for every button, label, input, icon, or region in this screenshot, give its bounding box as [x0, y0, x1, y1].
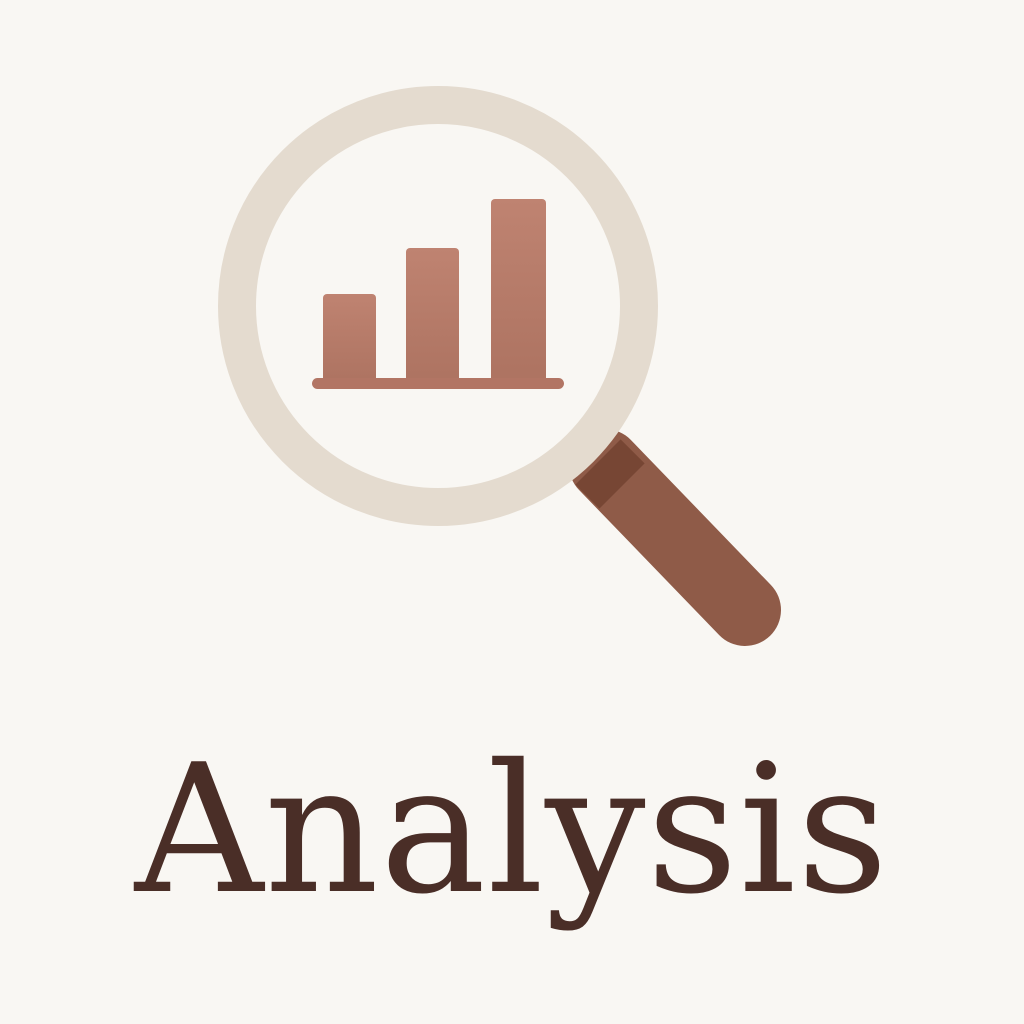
magnifier-handle [569, 429, 781, 646]
bar-tall [491, 199, 546, 384]
bar-short [323, 294, 376, 384]
magnifier-bar-chart-icon [218, 86, 781, 646]
chart-baseline [312, 378, 564, 389]
bar-medium [406, 248, 459, 384]
magnifier-collar [575, 439, 645, 509]
caption-title: Analysis [134, 726, 890, 933]
bar-chart-glyph [312, 199, 564, 389]
